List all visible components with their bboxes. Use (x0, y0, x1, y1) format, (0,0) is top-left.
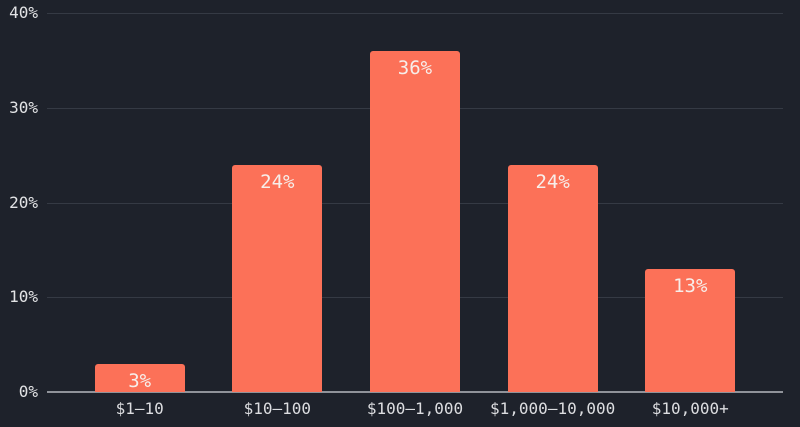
x-axis-baseline (47, 391, 783, 393)
y-tick-label: 0% (18, 382, 38, 401)
bar-10-100: 24% (232, 164, 323, 392)
y-tick-label: 30% (9, 97, 38, 117)
x-tick-label: $1–10 (115, 399, 164, 418)
bar-10000-plus: 13% (645, 268, 736, 392)
bar-value-label: 36% (397, 56, 433, 79)
x-axis: $1–10 $10–100 $100–1,000 $1,000–10,000 $… (47, 399, 783, 418)
bar-value-label: 24% (535, 170, 570, 193)
x-tick-label: $100–1,000 (366, 399, 464, 418)
bar-value-label: 13% (673, 274, 708, 297)
bar-series: 3% 24% 36% 24% 13% (47, 13, 783, 392)
y-tick-label: 40% (9, 3, 38, 22)
bar-value-label: 24% (260, 170, 295, 193)
bar-value-label: 3% (128, 369, 152, 392)
gridline-40pct (47, 13, 783, 14)
y-tick-label: 20% (9, 192, 38, 212)
bar-1-10: 3% (94, 363, 185, 392)
x-tick-label: $10,000+ (651, 399, 729, 418)
x-tick-label: $1,000–10,000 (490, 399, 616, 418)
bar-100-1000: 36% (369, 50, 460, 392)
y-tick-label: 10% (9, 287, 38, 307)
y-axis: 40% 30% 20% 10% 0% (0, 3, 38, 401)
bar-1000-10000: 24% (507, 164, 598, 392)
x-tick-label: $10–100 (243, 399, 312, 418)
